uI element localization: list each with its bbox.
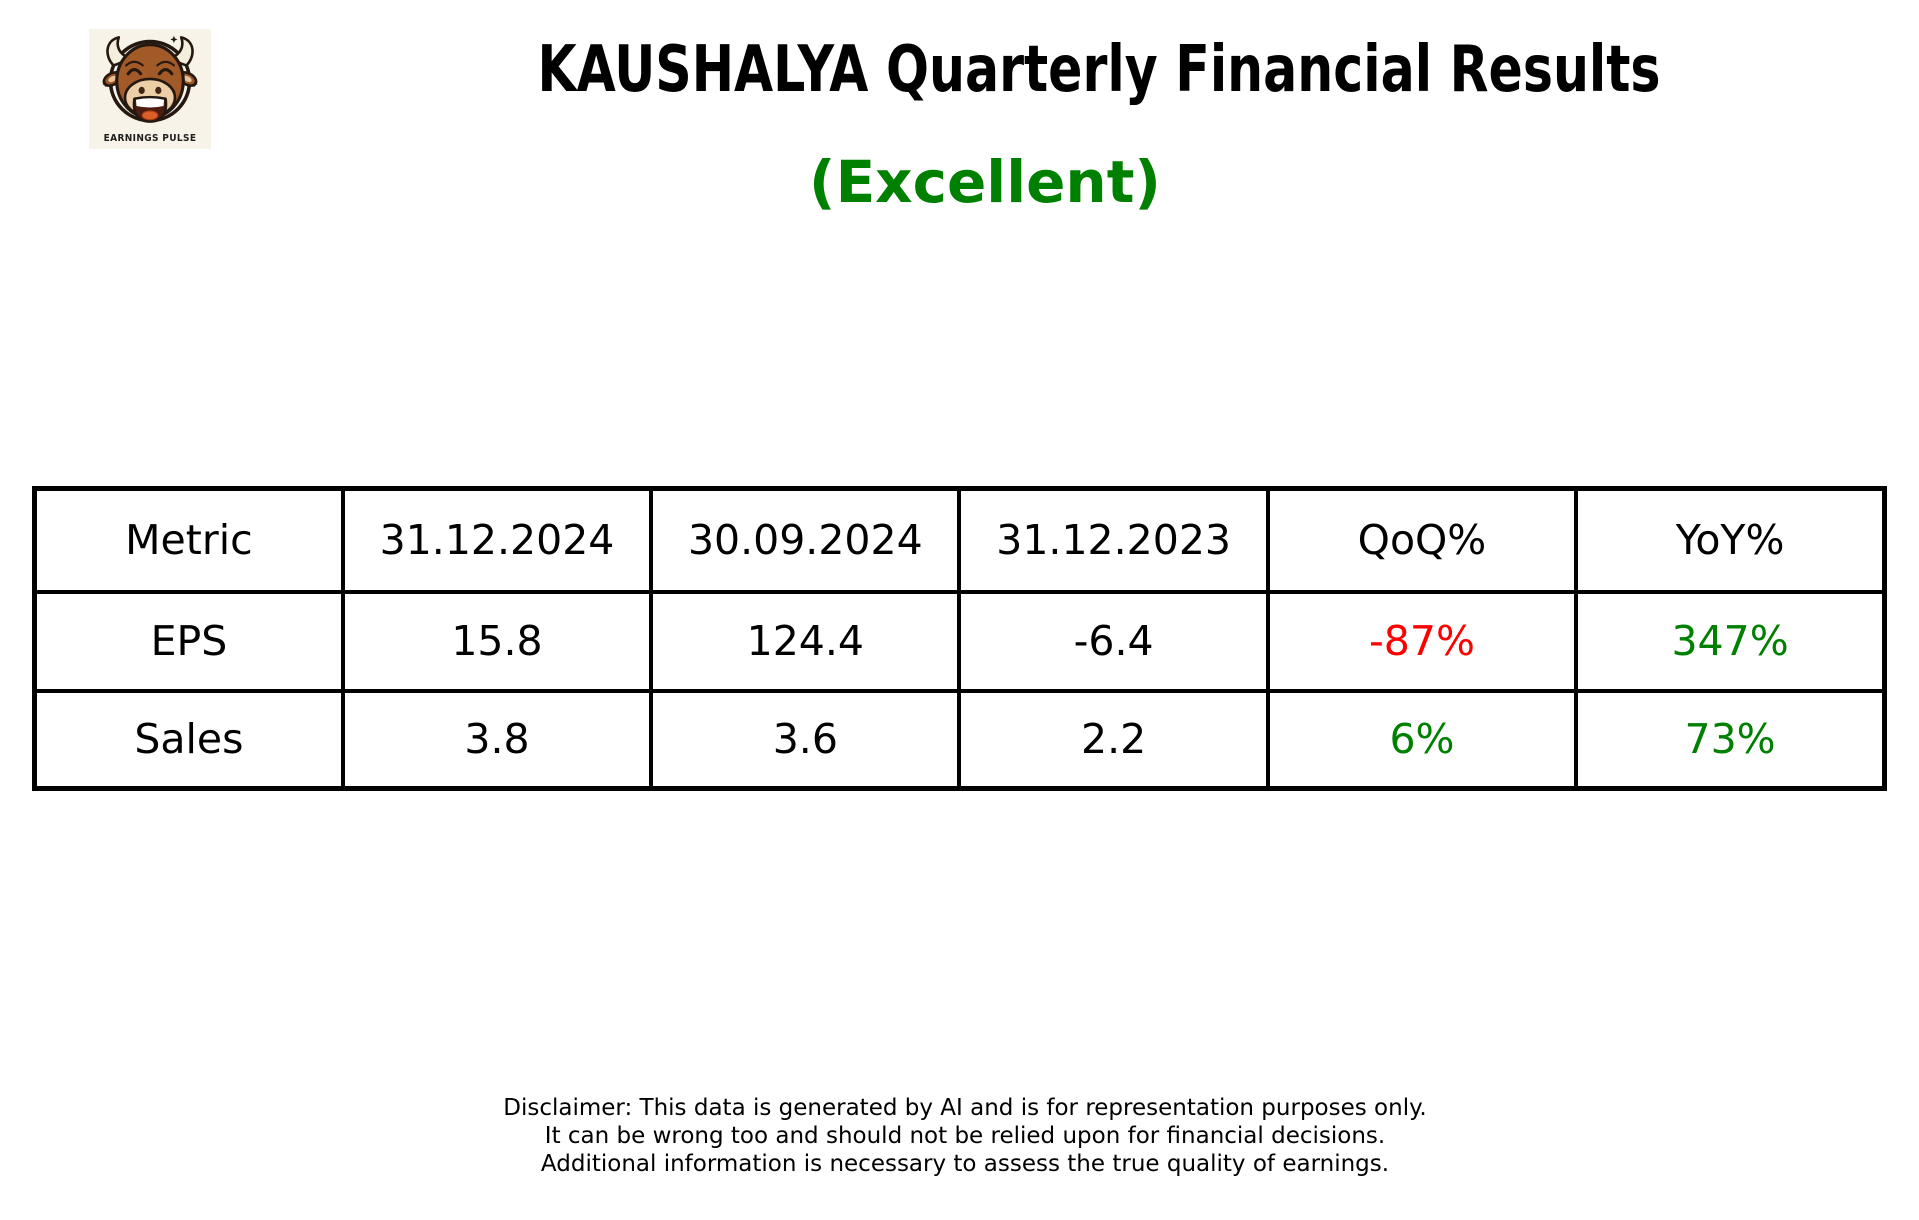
eps-qoq-cell: -87% [1265, 589, 1579, 693]
eps-q-prev-cell: 124.4 [649, 589, 962, 693]
col-header-q-year-ago: 31.12.2023 [957, 486, 1270, 594]
eps-q-year-ago-cell: -6.4 [957, 589, 1270, 693]
col-header-q-prev: 30.09.2024 [649, 486, 962, 594]
eps-yoy-cell: 347% [1574, 589, 1887, 693]
eps-q-current-cell: 15.8 [340, 589, 654, 693]
bull-mascot-icon [102, 35, 198, 123]
table-row-eps: EPS 15.8 124.4 -6.4 -87% 347% [32, 589, 1887, 693]
brand-name: EARNINGS PULSE [103, 133, 197, 144]
disclaimer-line: Additional information is necessary to a… [540, 1151, 1390, 1177]
page-title: KAUSHALYA Quarterly Financial Results [537, 33, 1661, 107]
results-table: Metric 31.12.2024 30.09.2024 31.12.2023 … [32, 486, 1887, 791]
sales-q-year-ago-cell: 2.2 [957, 688, 1270, 791]
table-row-sales: Sales 3.8 3.6 2.2 6% 73% [32, 688, 1887, 791]
sales-q-prev-cell: 3.6 [649, 688, 962, 791]
table-header-row: Metric 31.12.2024 30.09.2024 31.12.2023 … [32, 486, 1887, 594]
disclaimer: Disclaimer: This data is generated by AI… [503, 1094, 1426, 1178]
sales-metric-cell: Sales [32, 688, 345, 791]
disclaimer-line: It can be wrong too and should not be re… [544, 1123, 1386, 1149]
disclaimer-line: Disclaimer: This data is generated by AI… [503, 1095, 1427, 1121]
col-header-qoq: QoQ% [1265, 486, 1579, 594]
eps-metric-cell: EPS [32, 589, 345, 693]
col-header-yoy: YoY% [1574, 486, 1887, 594]
verdict-label: (Excellent) [809, 148, 1161, 216]
sales-qoq-cell: 6% [1265, 688, 1579, 791]
brand-logo: EARNINGS PULSE [89, 29, 211, 149]
sales-yoy-cell: 73% [1574, 688, 1887, 791]
col-header-q-current: 31.12.2024 [340, 486, 654, 594]
sales-q-current-cell: 3.8 [340, 688, 654, 791]
col-header-metric: Metric [32, 486, 345, 594]
